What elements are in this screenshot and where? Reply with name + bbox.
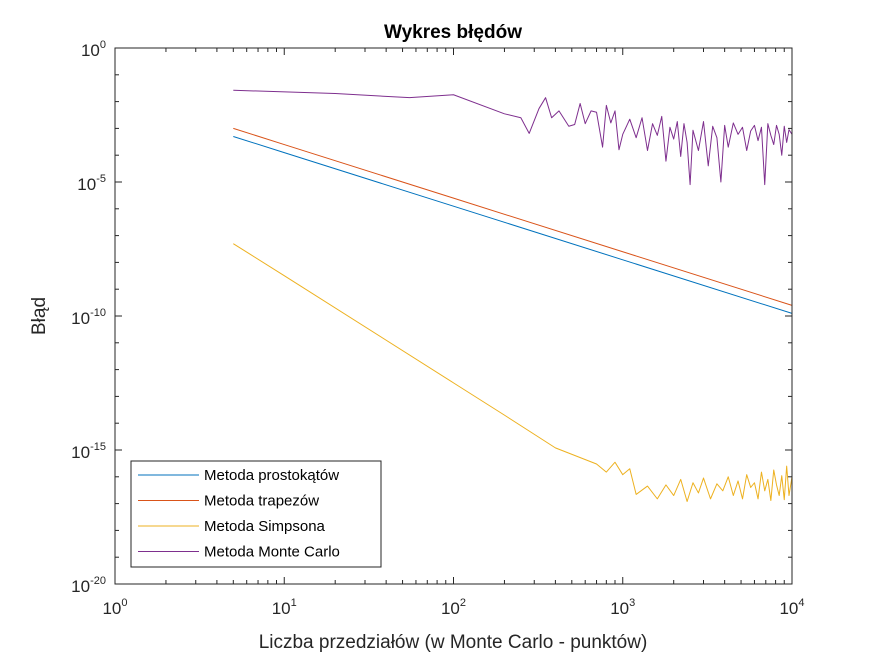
y-axis-label: Błąd <box>29 297 50 335</box>
y-tick-label: 10-15 <box>71 441 106 462</box>
axis-ticks: 100 101 102 103 104 100 10-5 10-10 10-15 10-20 <box>71 39 804 618</box>
series-line-3 <box>233 243 793 502</box>
y-tick-label: 10-5 <box>77 173 106 194</box>
x-tick-label: 102 <box>441 597 466 618</box>
legend-items: Metoda prostokątów Metoda trapezów Metoda … <box>138 467 340 561</box>
series-line-1 <box>233 135 793 314</box>
series-group <box>233 89 793 502</box>
x-axis-label: Liczba przedziałów (w Monte Carlo - punk… <box>259 632 648 653</box>
x-tick-label: 103 <box>610 597 635 618</box>
x-tick-label: 101 <box>272 597 297 618</box>
legend: Metoda prostokątów Metoda trapezów Metoda … <box>130 460 382 568</box>
legend-label-2: Metoda trapezów <box>204 493 319 510</box>
legend-label-4: Metoda Monte Carlo <box>204 544 340 561</box>
legend-label-3: Metoda Simpsona <box>204 518 326 535</box>
chart-title: Wykres błędów <box>384 22 522 43</box>
legend-box <box>130 460 382 568</box>
legend-label-1: Metoda prostokątów <box>204 467 339 484</box>
series-line-4 <box>233 89 793 186</box>
y-tick-label: 10-10 <box>71 307 106 328</box>
series-line-2 <box>233 127 793 306</box>
y-tick-label: 100 <box>81 39 106 60</box>
x-tick-label: 100 <box>102 597 127 618</box>
y-tick-label: 10-20 <box>71 575 106 596</box>
x-tick-label: 104 <box>779 597 804 618</box>
axes-box <box>114 47 793 585</box>
